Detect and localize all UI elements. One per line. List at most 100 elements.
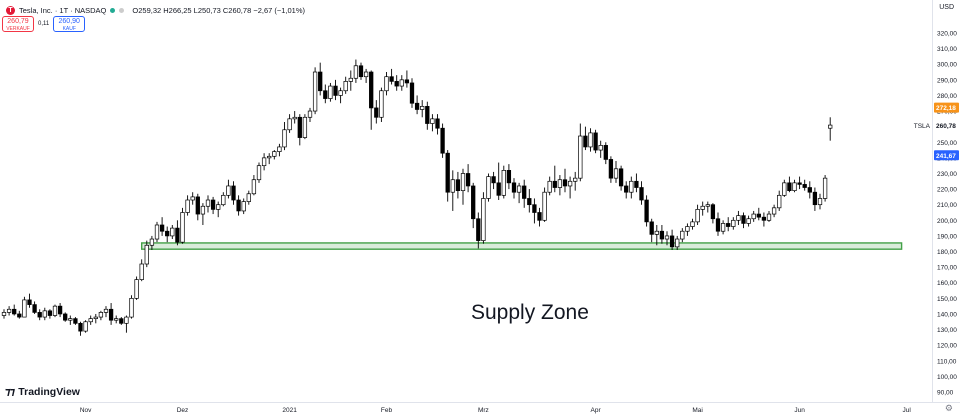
price-label: 260,78 bbox=[936, 123, 956, 130]
y-tick-label: 210,00 bbox=[937, 202, 957, 209]
candle-up bbox=[180, 212, 185, 243]
candle-down bbox=[639, 187, 644, 201]
spread-value: 0,11 bbox=[38, 21, 50, 27]
gear-icon[interactable]: ⚙ bbox=[944, 403, 953, 413]
y-tick-label: 310,00 bbox=[937, 46, 957, 53]
trade-buttons: 260,79 VERKAUF 0,11 260,90 KAUF bbox=[2, 16, 86, 32]
candle-down bbox=[552, 180, 557, 188]
candle-up bbox=[129, 297, 134, 318]
candle-down bbox=[78, 322, 83, 332]
candle-down bbox=[37, 312, 42, 318]
candle-down bbox=[496, 182, 501, 196]
candle-down bbox=[593, 132, 598, 151]
candle-up bbox=[700, 205, 705, 210]
y-tick-label: 140,00 bbox=[937, 311, 957, 318]
candle-up bbox=[613, 168, 619, 179]
candle-up bbox=[777, 194, 782, 209]
candle-down bbox=[374, 107, 379, 118]
candle-up bbox=[450, 179, 455, 193]
candle-up bbox=[598, 145, 603, 151]
candle-up bbox=[695, 209, 700, 223]
candle-down bbox=[409, 82, 415, 104]
candle-up bbox=[42, 310, 47, 318]
y-tick-label: 280,00 bbox=[937, 93, 957, 100]
candle-up bbox=[205, 199, 211, 207]
candle-up bbox=[573, 177, 578, 182]
candle-up bbox=[83, 321, 88, 332]
candle-down bbox=[318, 71, 323, 92]
y-tick-label: 170,00 bbox=[937, 265, 957, 272]
candle-down bbox=[435, 118, 440, 129]
candle-up bbox=[93, 316, 98, 319]
candle-down bbox=[12, 308, 17, 315]
candle-up bbox=[302, 116, 308, 138]
buy-label: KAUF bbox=[62, 25, 76, 32]
candle-up bbox=[338, 90, 343, 96]
x-tick-label: Mai bbox=[692, 407, 702, 414]
candle-up bbox=[588, 132, 593, 148]
candle-up bbox=[399, 79, 404, 87]
candle-down bbox=[389, 76, 394, 82]
tradingview-wordmark: TradingView bbox=[18, 385, 80, 398]
candle-down bbox=[476, 218, 481, 241]
candle-up bbox=[312, 71, 318, 112]
candle-down bbox=[562, 179, 568, 187]
price-label-box bbox=[934, 102, 959, 113]
candle-up bbox=[328, 85, 333, 99]
candle-up bbox=[629, 180, 634, 193]
candle-down bbox=[511, 182, 517, 193]
candle-down bbox=[195, 196, 200, 215]
candle-up bbox=[241, 201, 246, 212]
candle-down bbox=[108, 308, 114, 321]
candle-down bbox=[32, 304, 37, 313]
candle-up bbox=[272, 151, 277, 157]
candle-up bbox=[516, 185, 522, 193]
candle-up bbox=[114, 318, 119, 321]
y-tick-label: 130,00 bbox=[937, 327, 957, 334]
candle-up bbox=[771, 207, 777, 215]
candle-down bbox=[634, 180, 639, 188]
y-tick-label: 120,00 bbox=[937, 343, 957, 350]
candle-down bbox=[210, 199, 216, 210]
candle-up bbox=[501, 170, 506, 196]
candle-down bbox=[465, 173, 471, 187]
currency-selector[interactable]: USD bbox=[939, 4, 954, 11]
x-tick-label: Nov bbox=[80, 407, 92, 414]
candle-down bbox=[333, 85, 338, 96]
symbol-title[interactable]: Tesla, Inc. · 1T · NASDAQ bbox=[19, 5, 107, 15]
candle-up bbox=[307, 110, 313, 118]
candle-up bbox=[542, 191, 547, 221]
candle-up bbox=[363, 71, 369, 78]
candle-down bbox=[425, 106, 430, 124]
candle-up bbox=[792, 182, 797, 191]
candle-up bbox=[460, 173, 466, 191]
candle-down bbox=[175, 227, 180, 243]
candle-up bbox=[353, 65, 359, 79]
candle-down bbox=[404, 79, 410, 84]
sell-label: VERKAUF bbox=[6, 25, 30, 32]
candle-up bbox=[736, 215, 741, 221]
candle-up bbox=[22, 299, 27, 318]
price-label-box bbox=[934, 120, 959, 131]
candle-down bbox=[358, 65, 364, 78]
buy-button[interactable]: 260,90 KAUF bbox=[53, 16, 86, 32]
candle-down bbox=[532, 204, 537, 213]
y-tick-label: 230,00 bbox=[937, 171, 957, 178]
candle-down bbox=[802, 184, 807, 188]
candle-down bbox=[491, 176, 496, 184]
candle-up bbox=[149, 238, 155, 246]
candle-up bbox=[766, 213, 772, 221]
candle-down bbox=[710, 204, 716, 220]
candle-up bbox=[343, 81, 348, 92]
candle-down bbox=[618, 168, 624, 187]
sell-button[interactable]: 260,79 VERKAUF bbox=[2, 16, 34, 32]
candle-up bbox=[567, 180, 573, 187]
supply-zone-box bbox=[140, 242, 903, 250]
tradingview-logo[interactable]: ⁊⁊ TradingView bbox=[5, 385, 80, 399]
candle-up bbox=[348, 77, 353, 82]
candle-up bbox=[746, 218, 751, 224]
candle-up bbox=[720, 223, 726, 232]
candle-down bbox=[797, 182, 802, 185]
candle-down bbox=[455, 179, 461, 191]
